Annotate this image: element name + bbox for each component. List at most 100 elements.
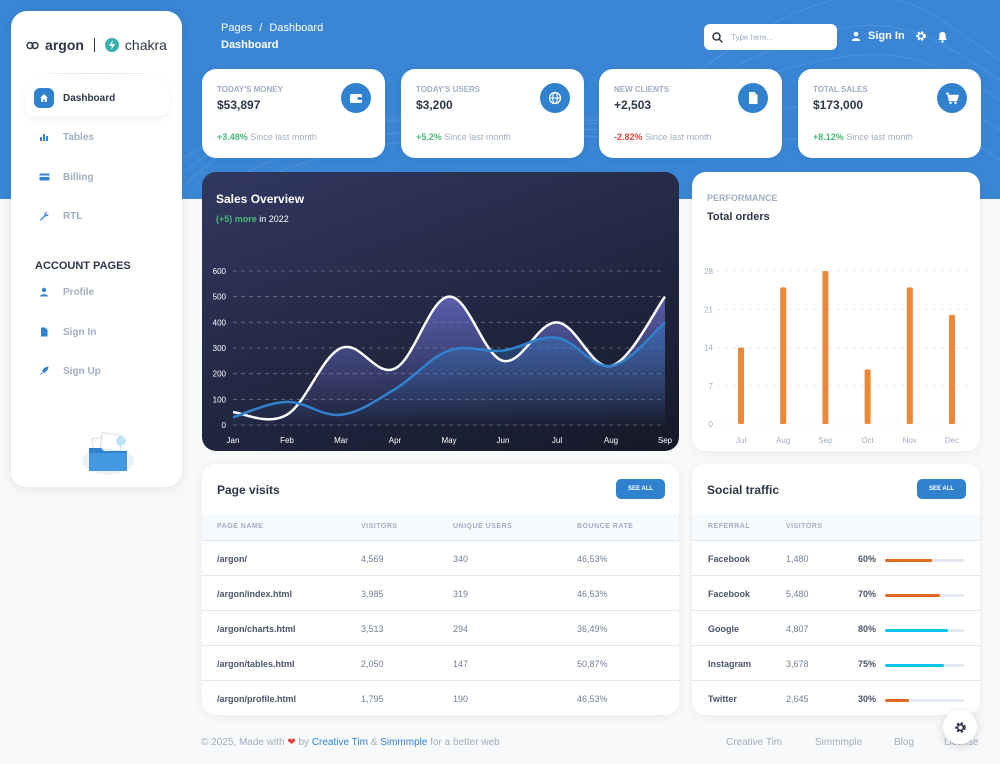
stat-change: +5.2% Since last month (416, 132, 511, 142)
cell-visitors: 2,050 (361, 659, 384, 669)
signin-button[interactable]: Sign In (851, 30, 905, 42)
brand-chakra: chakra (124, 37, 167, 53)
stat-label: TODAY'S MONEY (217, 85, 283, 94)
table-row[interactable]: /argon/charts.html 3,513 294 36,49% (202, 611, 679, 646)
breadcrumb-root[interactable]: Pages (221, 22, 253, 34)
footer-link-blog[interactable]: Blog (894, 737, 915, 748)
gear-icon (954, 721, 966, 733)
bell-icon[interactable] (937, 31, 948, 43)
table-row[interactable]: /argon/index.html 3,985 319 46,53% (202, 576, 679, 611)
table-row[interactable]: Twitter 2,645 30% (692, 681, 980, 715)
cell-unique: 147 (453, 659, 469, 669)
y-tick-label: 0 (222, 421, 227, 430)
cell-unique: 319 (453, 589, 469, 599)
footer-author-link[interactable]: Creative Tim (311, 737, 368, 748)
column-header: UNIQUE USERS (453, 523, 513, 530)
person-icon (851, 31, 861, 41)
bar (738, 347, 744, 424)
sidebar-item-label: Dashboard (63, 92, 116, 104)
stat-change-value: +3.48% (217, 132, 248, 142)
cell-percent: 80% (858, 624, 877, 634)
progress-bar (885, 664, 945, 667)
cell-page: /argon/index.html (217, 589, 293, 599)
table-row[interactable]: Facebook 1,480 60% (692, 541, 980, 576)
cell-visitors: 3,985 (361, 589, 384, 599)
cell-bounce: 46,53% (577, 694, 608, 704)
stat-value: $53,897 (217, 98, 261, 112)
bar (864, 369, 871, 424)
cell-bounce: 46,53% (577, 554, 608, 564)
cell-visitors: 1,480 (786, 554, 809, 564)
table-header: REFERRAL VISITORS (692, 514, 980, 541)
sidebar-item-signup[interactable]: Sign Up (25, 353, 169, 389)
y-tick-label: 400 (213, 318, 227, 327)
x-tick-label: Aug (604, 436, 618, 445)
document-icon (738, 83, 768, 113)
sidebar-item-rtl[interactable]: RTL (25, 198, 169, 234)
brand-separator (93, 38, 95, 52)
signin-label: Sign In (868, 30, 905, 42)
breadcrumb-current: Dashboard (269, 22, 324, 34)
y-tick-label: 7 (709, 382, 714, 391)
sales-overview-card: Sales Overview (+5) more in 2022 0 100 200… (202, 172, 679, 451)
x-tick-label: Oct (861, 436, 874, 445)
table-row[interactable]: /argon/profile.html 1,795 190 46,53% (202, 681, 679, 715)
x-tick-label: Jul (736, 436, 746, 445)
settings-fab-button[interactable] (943, 710, 977, 744)
social-see-all-button[interactable]: SEE ALL (917, 479, 966, 499)
cell-referral: Facebook (708, 589, 751, 599)
series-line (232, 321, 666, 419)
cell-referral: Twitter (708, 694, 737, 704)
sidebar-item-profile[interactable]: Profile (25, 274, 169, 310)
progress-bar (885, 629, 949, 632)
column-header: REFERRAL (708, 523, 751, 530)
sidebar-item-signin[interactable]: Sign In (25, 314, 169, 350)
stat-card-users: TODAY'S USERS $3,200 +5.2% Since last mo… (401, 69, 584, 158)
search-box[interactable] (704, 24, 837, 50)
page-visits-card: Page visits SEE ALL PAGE NAME VISITORS U… (202, 464, 679, 715)
cell-bounce: 36,49% (577, 624, 608, 634)
stat-label: TOTAL SALES (813, 85, 868, 94)
brand-argon: argon (45, 37, 84, 53)
y-tick-label: 600 (213, 267, 227, 276)
footer-author-link[interactable]: Simmmple (380, 737, 428, 748)
breadcrumb-separator: / (259, 22, 263, 34)
x-tick-label: Mar (334, 436, 348, 445)
sidebar-item-dashboard[interactable]: Dashboard (25, 80, 169, 116)
table-row[interactable]: /argon/tables.html 2,050 147 50,87% (202, 646, 679, 681)
progress-track (885, 629, 964, 632)
stat-change: +3.48% Since last month (217, 132, 317, 142)
search-input[interactable] (731, 32, 826, 42)
bar (780, 287, 787, 424)
sidebar-item-tables[interactable]: Tables (25, 119, 169, 155)
breadcrumb: Pages / Dashboard (221, 22, 323, 34)
table-row[interactable]: Instagram 3,678 75% (692, 646, 980, 681)
search-icon (712, 31, 723, 43)
brand-logo[interactable]: argon chakra (11, 37, 182, 53)
footer-link-simmmple[interactable]: Simmmple (815, 737, 863, 748)
wallet-icon (341, 83, 371, 113)
heart-icon: ❤ (287, 737, 296, 748)
page-visits-see-all-button[interactable]: SEE ALL (616, 479, 665, 499)
cell-unique: 294 (453, 624, 469, 634)
footer-link-creative-tim[interactable]: Creative Tim (726, 737, 783, 748)
gear-icon[interactable] (915, 30, 927, 42)
cart-icon (937, 83, 967, 113)
stat-change-note: Since last month (250, 132, 317, 142)
column-header: BOUNCE RATE (577, 523, 634, 530)
stat-card-clients: NEW CLIENTS +2,503 -2.82% Since last mon… (599, 69, 782, 158)
footer-copyright-text: © 2025, Made with (201, 737, 285, 748)
x-tick-label: Jan (227, 436, 240, 445)
sales-subtitle: (+5) more in 2022 (216, 214, 289, 224)
table-row[interactable]: Facebook 5,480 70% (692, 576, 980, 611)
table-row[interactable]: Google 4,807 80% (692, 611, 980, 646)
sidebar-item-billing[interactable]: Billing (25, 159, 169, 195)
table-row[interactable]: /argon/ 4,569 340 46,53% (202, 541, 679, 576)
x-tick-label: Jul (552, 436, 562, 445)
argon-logo-icon (26, 41, 39, 49)
globe-icon (540, 83, 570, 113)
column-header: PAGE NAME (217, 523, 264, 530)
x-tick-label: Nov (903, 436, 917, 445)
chakra-logo-icon (104, 38, 119, 52)
person-icon (34, 282, 54, 302)
